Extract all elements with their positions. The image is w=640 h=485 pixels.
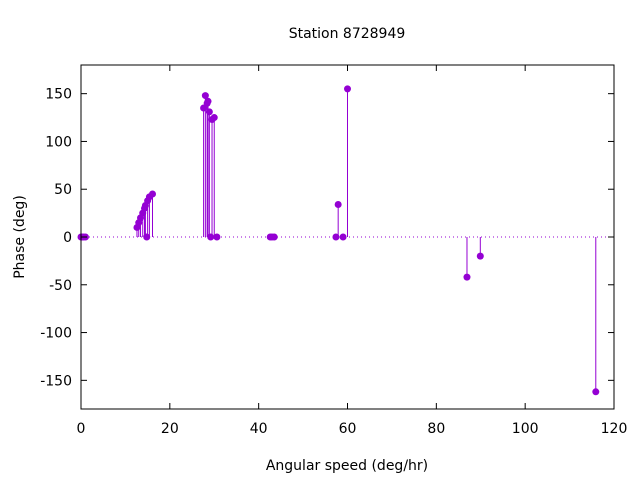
- data-point: [210, 114, 218, 122]
- y-tick-label: -100: [40, 326, 72, 342]
- data-point: [339, 233, 347, 241]
- x-axis: 0 20 40 60 80 100 120: [77, 65, 628, 437]
- x-tick-label: 40: [250, 421, 268, 437]
- x-tick-label: 100: [512, 421, 539, 437]
- x-tick-label: 0: [77, 421, 86, 437]
- data-marks: [77, 85, 600, 396]
- y-axis: -150 -100 -50 0 50 100 150: [40, 87, 614, 389]
- y-tick-label: 100: [45, 134, 72, 150]
- data-point: [213, 233, 221, 241]
- x-tick-label: 20: [161, 421, 179, 437]
- x-tick-label: 80: [427, 421, 445, 437]
- x-axis-label: Angular speed (deg/hr): [266, 458, 428, 474]
- data-point: [463, 273, 471, 281]
- data-point: [344, 85, 351, 93]
- data-point: [207, 233, 215, 241]
- data-point: [476, 252, 484, 260]
- x-tick-label: 120: [601, 421, 628, 437]
- data-point: [149, 190, 157, 198]
- y-tick-label: -150: [40, 373, 72, 389]
- chart-title: Station 8728949: [289, 26, 406, 42]
- data-point: [143, 233, 151, 241]
- y-tick-label: 150: [45, 87, 72, 103]
- data-point: [270, 233, 278, 241]
- data-point: [201, 92, 209, 100]
- x-tick-label: 60: [339, 421, 357, 437]
- data-point: [204, 97, 212, 105]
- plot-area: 0 20 40 60 80 100 120 -150 -100 -50 0 50 100 150: [40, 64, 628, 437]
- y-axis-label: Phase (deg): [12, 195, 28, 279]
- data-point: [205, 108, 213, 116]
- y-tick-label: -50: [49, 278, 72, 294]
- y-tick-label: 0: [63, 230, 72, 246]
- y-tick-label: 50: [54, 182, 72, 198]
- data-point: [334, 201, 342, 209]
- data-point: [592, 388, 600, 396]
